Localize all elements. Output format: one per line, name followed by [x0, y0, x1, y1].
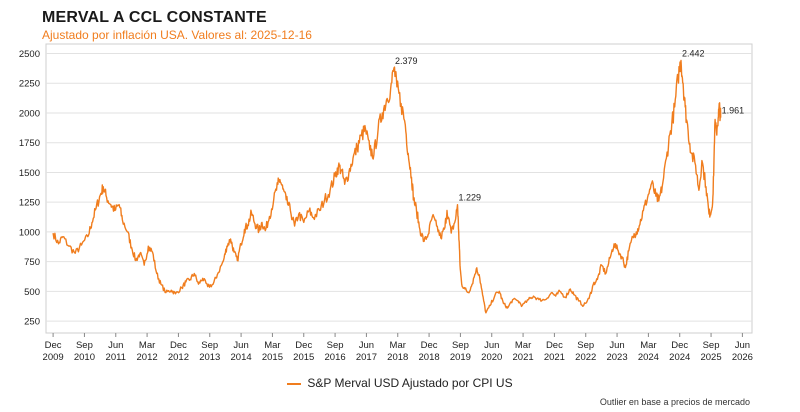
- x-tick-label-month: Jun: [484, 340, 499, 351]
- x-tick-label-year: 2015: [262, 352, 283, 363]
- x-tick-label-month: Jun: [233, 340, 248, 351]
- x-tick-label-year: 2011: [106, 352, 126, 363]
- x-tick-label-year: 2009: [43, 352, 64, 363]
- data-label: 2.379: [395, 56, 418, 66]
- x-tick-label-month: Mar: [390, 340, 406, 351]
- x-tick-label-year: 2016: [325, 352, 346, 363]
- y-tick-label: 1750: [19, 138, 40, 149]
- x-tick-label-month: Sep: [327, 340, 344, 351]
- x-tick-label-year: 2010: [74, 352, 95, 363]
- x-tick-label-year: 2012: [137, 352, 158, 363]
- plot-area: [45, 43, 753, 334]
- x-tick-label-year: 2018: [419, 352, 440, 363]
- y-tick-label: 2250: [19, 79, 40, 90]
- x-tick-label-year: 2014: [231, 352, 252, 363]
- x-tick-label-year: 2020: [481, 352, 502, 363]
- y-tick-label: 2500: [19, 49, 40, 60]
- x-tick-label-year: 2017: [356, 352, 377, 363]
- x-tick-label-month: Sep: [201, 340, 218, 351]
- legend-label: S&P Merval USD Ajustado por CPI US: [307, 376, 513, 390]
- y-tick-label: 500: [24, 287, 40, 298]
- x-tick-label-year: 2019: [450, 352, 471, 363]
- y-tick-label: 750: [24, 257, 40, 268]
- x-tick-label-year: 2024: [638, 352, 659, 363]
- x-tick-label-month: Jun: [359, 340, 374, 351]
- x-tick-label-month: Mar: [264, 340, 280, 351]
- x-tick-label-month: Dec: [295, 340, 312, 351]
- y-tick-label: 1250: [19, 198, 40, 209]
- x-tick-label-month: Sep: [577, 340, 594, 351]
- x-tick-label-year: 2012: [168, 352, 189, 363]
- x-tick-label-month: Dec: [170, 340, 187, 351]
- x-tick-label-year: 2021: [513, 352, 534, 363]
- x-tick-label-month: Jun: [609, 340, 624, 351]
- x-tick-label-month: Jun: [108, 340, 123, 351]
- legend: S&P Merval USD Ajustado por CPI US: [0, 376, 800, 390]
- x-tick-label-year: 2022: [575, 352, 596, 363]
- y-tick-label: 250: [24, 317, 40, 328]
- legend-swatch: [287, 382, 302, 385]
- y-tick-label: 1000: [19, 227, 40, 238]
- y-tick-label: 2000: [19, 108, 40, 119]
- x-tick-label-month: Dec: [671, 340, 688, 351]
- x-tick-label-year: 2026: [732, 352, 753, 363]
- data-label: 2.442: [682, 48, 705, 58]
- x-tick-label-month: Dec: [45, 340, 62, 351]
- x-tick-label-year: 2018: [387, 352, 408, 363]
- data-label: 1.229: [458, 193, 481, 203]
- x-tick-label-year: 2021: [544, 352, 565, 363]
- y-tick-label: 1500: [19, 168, 40, 179]
- x-tick-label-month: Mar: [640, 340, 656, 351]
- x-tick-label-year: 2024: [669, 352, 690, 363]
- x-tick-label-month: Jun: [735, 340, 750, 351]
- x-tick-label-month: Sep: [452, 340, 469, 351]
- x-tick-label-year: 2025: [700, 352, 721, 363]
- x-tick-label-month: Dec: [546, 340, 563, 351]
- chart-subtitle: Ajustado por inflación USA. Valores al: …: [42, 28, 312, 42]
- x-tick-label-month: Mar: [139, 340, 155, 351]
- x-tick-label-year: 2023: [606, 352, 627, 363]
- footnote: Outlier en base a precios de mercado: [599, 397, 750, 407]
- x-tick-label-month: Dec: [421, 340, 438, 351]
- x-tick-label-month: Mar: [515, 340, 531, 351]
- chart-title: MERVAL A CCL CONSTANTE: [42, 9, 267, 26]
- data-label: 1.961: [722, 106, 745, 116]
- series-line: [52, 59, 722, 314]
- x-tick-label-year: 2013: [199, 352, 220, 363]
- x-tick-label-month: Sep: [703, 340, 720, 351]
- x-tick-label-year: 2015: [293, 352, 314, 363]
- x-tick-label-month: Sep: [76, 340, 93, 351]
